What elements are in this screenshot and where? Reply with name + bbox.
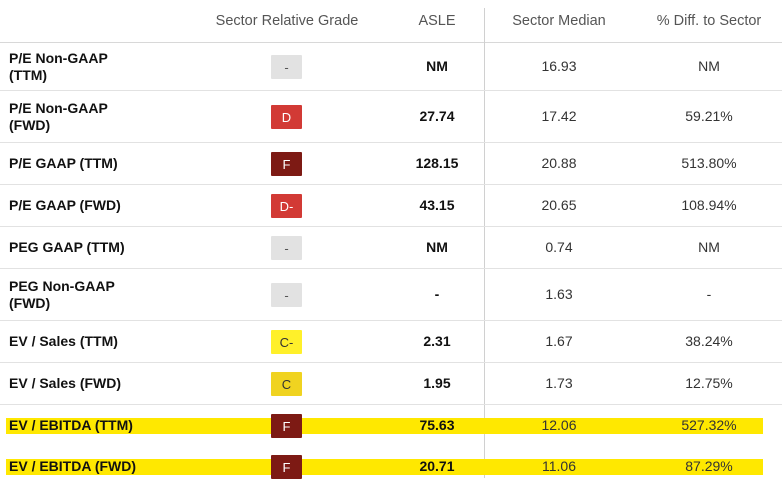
row-highlight [6,459,763,475]
table-row: P/E Non-GAAP (TTM) - NM 16.93 NM [0,43,782,91]
grade-badge: - [271,283,302,307]
pct-diff-value: 527.32% [681,417,737,433]
row-highlight [6,418,763,434]
asle-value: NM [426,58,448,74]
asle-value: 75.63 [419,417,455,433]
metric-label: PEG GAAP (TTM) [9,239,125,255]
grade-badge: F [271,152,302,176]
metric-label: EV / EBITDA (FWD) [9,458,137,474]
table-row: EV / Sales (TTM) C- 2.31 1.67 38.24% [0,321,782,363]
metric-label: PEG Non-GAAP (FWD) [9,278,115,311]
pct-diff-value: - [706,286,712,302]
metric-label: P/E Non-GAAP (FWD) [9,100,108,133]
grade-badge: - [271,55,302,79]
asle-value: 43.15 [419,197,455,213]
asle-value: 128.15 [415,155,459,171]
sector-median-value: 17.42 [541,108,577,124]
table-row: P/E Non-GAAP (FWD) D 27.74 17.42 59.21% [0,91,782,143]
sector-median-value: 16.93 [541,58,577,74]
header-sector-median: Sector Median [512,13,606,29]
table-row: EV / EBITDA (TTM) F 75.63 12.06 527.32% [0,405,782,446]
grade-badge: C [271,372,302,396]
table-row: EV / Sales (FWD) C 1.95 1.73 12.75% [0,363,782,405]
table-row: P/E GAAP (FWD) D- 43.15 20.65 108.94% [0,185,782,227]
sector-median-value: 20.65 [541,197,577,213]
metric-label: P/E GAAP (TTM) [9,155,118,171]
asle-value: 27.74 [419,108,455,124]
grade-badge: C- [271,330,302,354]
metric-label: EV / EBITDA (TTM) [9,417,133,433]
pct-diff-value: 513.80% [681,155,737,171]
pct-diff-value: NM [698,239,720,255]
sector-median-value: 20.88 [541,155,577,171]
header-pct-diff: % Diff. to Sector [656,13,762,29]
grade-badge: F [271,414,302,438]
asle-value: 1.95 [423,375,451,391]
asle-value: 20.71 [419,458,455,474]
table-row: P/E GAAP (TTM) F 128.15 20.88 513.80% [0,143,782,185]
grade-badge: D [271,105,302,129]
pct-diff-value: 108.94% [681,197,737,213]
sector-median-value: 11.06 [542,458,576,474]
pct-diff-value: 12.75% [685,375,733,391]
grade-badge: F [271,455,302,479]
pct-diff-value: NM [698,58,720,74]
table-row: PEG GAAP (TTM) - NM 0.74 NM [0,227,782,269]
metric-label: P/E Non-GAAP (TTM) [9,50,108,83]
table-header: Sector Relative Grade ASLE Sector Median… [0,0,782,43]
table-row: PEG Non-GAAP (FWD) - - 1.63 - [0,269,782,321]
asle-value: 2.31 [423,333,451,349]
metric-label: EV / Sales (TTM) [9,333,118,349]
pct-diff-value: 38.24% [685,333,733,349]
metric-label: P/E GAAP (FWD) [9,197,121,213]
sector-median-value: 12.06 [541,417,577,433]
pct-diff-value: 87.29% [685,458,733,474]
asle-value: - [434,286,440,302]
sector-median-value: 0.74 [545,239,573,255]
table-row: EV / EBITDA (FWD) F 20.71 11.06 87.29% [0,446,782,488]
sector-median-value: 1.67 [545,333,573,349]
grade-badge: - [271,236,302,260]
column-divider [484,8,485,478]
grade-badge: D- [271,194,302,218]
table-body: P/E Non-GAAP (TTM) - NM 16.93 NM P/E Non-GAAP(… [0,43,782,488]
metric-label: EV / Sales (FWD) [9,375,122,391]
sector-median-value: 1.73 [545,375,573,391]
sector-median-value: 1.63 [545,286,573,302]
header-sector-relative-grade: Sector Relative Grade [215,13,359,29]
header-asle: ASLE [418,13,456,29]
pct-diff-value: 59.21% [685,108,733,124]
asle-value: NM [426,239,448,255]
